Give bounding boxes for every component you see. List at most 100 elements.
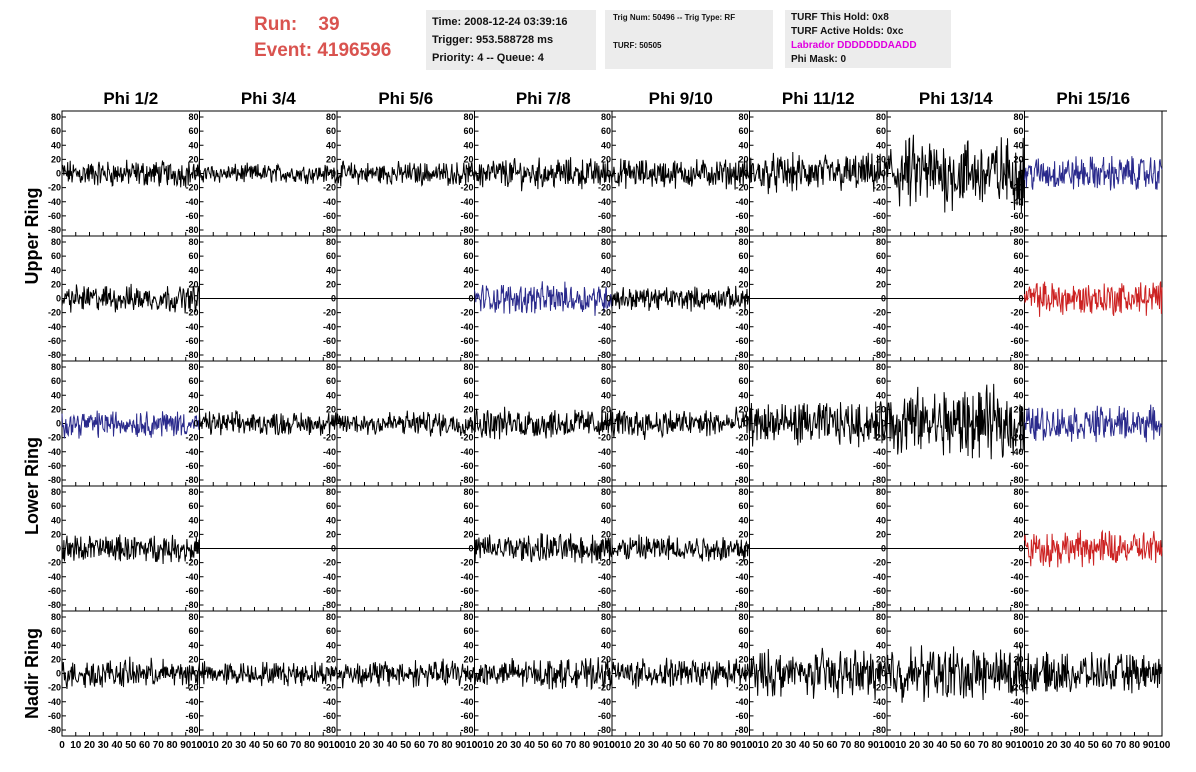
ytick-label-r1c2: 60 [188,126,198,136]
trace-r3c4 [474,406,613,440]
ytick-label-r3c8: -40 [1010,447,1023,457]
ytick-label-r2c3: 60 [326,251,336,261]
ytick-label-r3c3: 0 [331,419,336,429]
xtick-label-r5c3: 40 [386,740,398,751]
ytick-label-r4c2: -60 [185,586,198,596]
ytick-label-r3c3: 80 [326,362,336,372]
ytick-label-r2c1: -20 [48,308,61,318]
ytick-label-r2c7: -80 [873,350,886,360]
xtick-label-r5c8: 70 [1115,740,1127,751]
run-value: 39 [318,14,340,35]
ytick-label-r3c8: 0 [1018,419,1023,429]
ytick-label-r3c2: -60 [185,461,198,471]
ytick-label-r4c4: 40 [463,515,473,525]
ytick-label-r3c1: -80 [48,475,61,485]
ytick-label-r2c7: -40 [873,322,886,332]
ytick-label-r1c7: 60 [876,126,886,136]
ytick-label-r3c8: 60 [1013,376,1023,386]
ytick-label-r5c3: 0 [331,669,336,679]
ytick-label-r4c4: -40 [460,572,473,582]
ytick-label-r2c3: -60 [323,336,336,346]
ytick-label-r2c4: 80 [463,237,473,247]
ytick-label-r1c6: -40 [735,197,748,207]
xtick-label-r5c5: 0 [609,740,615,751]
ytick-label-r4c1: 80 [51,487,61,497]
time-info-box: Time: 2008-12-24 03:39:16 Trigger: 953.5… [426,10,596,70]
ytick-label-r3c5: 0 [606,419,611,429]
ytick-label-r5c6: -40 [735,697,748,707]
ytick-label-r5c4: 0 [468,669,473,679]
ytick-label-r5c3: -80 [323,725,336,735]
trace-r1c3 [336,160,475,187]
ytick-label-r2c4: 40 [463,265,473,275]
trigger-info-box: Trig Num: 50496 -- Trig Type: RF TURF: 5… [605,10,773,69]
ytick-label-r2c6: 60 [738,251,748,261]
ytick-label-r4c4: -80 [460,600,473,610]
ytick-label-r3c4: 0 [468,419,473,429]
ytick-label-r3c3: -40 [323,447,336,457]
xtick-label-r5c5: 20 [634,740,646,751]
ytick-label-r4c6: 40 [738,515,748,525]
ytick-label-r3c6: 80 [738,362,748,372]
trace-r5c6 [749,647,888,701]
ytick-label-r4c7: 0 [881,544,886,554]
priority-text: Priority: 4 -- Queue: 4 [432,52,544,64]
ytick-label-r3c1: -40 [48,447,61,457]
ytick-label-r3c2: 60 [188,376,198,386]
ytick-label-r2c8: 80 [1013,237,1023,247]
ytick-label-r4c1: 60 [51,501,61,511]
ytick-label-r4c1: -20 [48,558,61,568]
xtick-label-r5c4: 70 [565,740,577,751]
ytick-label-r1c2: 0 [193,169,198,179]
ytick-label-r4c4: 60 [463,501,473,511]
ytick-label-r2c3: -40 [323,322,336,332]
xtick-label-r5c7: 100 [1016,740,1033,751]
ytick-label-r4c4: -20 [460,558,473,568]
ytick-label-r4c5: 80 [601,487,611,497]
ytick-label-r3c4: 20 [463,404,473,414]
ytick-label-r5c5: -80 [598,725,611,735]
ytick-label-r4c7: -40 [873,572,886,582]
xtick-label-r5c5: 50 [675,740,687,751]
ytick-label-r4c1: -80 [48,600,61,610]
ytick-label-r5c7: 0 [881,669,886,679]
xtick-label-r5c5: 80 [716,740,728,751]
ytick-label-r5c4: 60 [463,626,473,636]
panel-frame-r4c8 [1024,485,1163,612]
ytick-label-r1c1: 60 [51,126,61,136]
ytick-label-r1c3: 0 [331,169,336,179]
ytick-label-r3c6: 0 [743,419,748,429]
column-title-5: Phi 9/10 [649,89,713,108]
ytick-label-r1c5: -80 [598,225,611,235]
xtick-label-r5c8: 100 [1154,740,1171,751]
ytick-label-r3c7: 60 [876,376,886,386]
xtick-label-r5c6: 10 [758,740,770,751]
trace-r3c8 [1024,404,1163,443]
ytick-label-r1c7: -80 [873,225,886,235]
xtick-label-r5c3: 0 [334,740,340,751]
ytick-label-r5c8: -20 [1010,683,1023,693]
ytick-label-r2c2: -40 [185,322,198,332]
ytick-label-r3c7: 40 [876,390,886,400]
ytick-label-r3c6: 60 [738,376,748,386]
ytick-label-r2c1: 0 [56,294,61,304]
xtick-label-r5c2: 0 [197,740,203,751]
ytick-label-r4c7: 20 [876,529,886,539]
ytick-label-r3c5: -40 [598,447,611,457]
ytick-label-r5c7: -20 [873,683,886,693]
trace-r4c5 [611,534,750,562]
xtick-label-r5c6: 30 [785,740,797,751]
ytick-label-r4c6: 0 [743,544,748,554]
ytick-label-r1c8: -80 [1010,225,1023,235]
ytick-label-r4c2: 80 [188,487,198,497]
event-line: Event: 4196596 [254,38,391,64]
ytick-label-r1c4: 40 [463,140,473,150]
ytick-label-r1c4: 20 [463,154,473,164]
ytick-label-r1c3: 40 [326,140,336,150]
ytick-label-r5c1: -80 [48,725,61,735]
ytick-label-r4c8: -40 [1010,572,1023,582]
ytick-label-r2c3: -80 [323,350,336,360]
ytick-label-r3c4: 40 [463,390,473,400]
ytick-label-r1c4: 80 [463,112,473,122]
ytick-label-r5c8: -80 [1010,725,1023,735]
